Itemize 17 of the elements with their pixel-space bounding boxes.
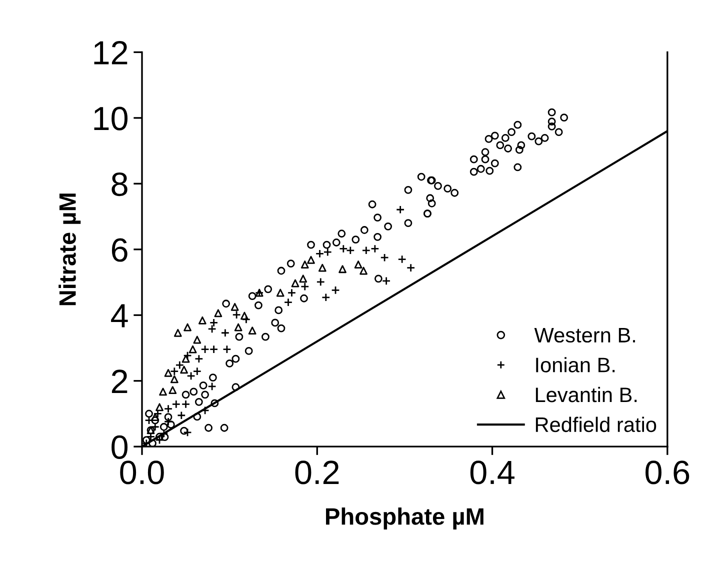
legend-label: Redfield ratio (536, 416, 656, 432)
legend-label: Western B. (534, 328, 636, 343)
legend-label: Levantin B. (536, 386, 637, 402)
legend-label: Ionian B. (536, 357, 615, 372)
y-axis-title: Nitrate µM (58, 194, 81, 306)
y-tick-label: 6 (112, 238, 128, 262)
x-tick-label: 0.0 (120, 460, 164, 484)
x-tick-label: 0.4 (470, 460, 514, 484)
y-tick-label: 12 (94, 41, 128, 64)
x-axis-title: Phosphate µM (326, 508, 484, 530)
y-tick-label: 2 (112, 370, 128, 393)
y-tick-label: 0 (112, 435, 128, 460)
x-tick-label: 0.2 (295, 460, 339, 484)
x-tick-label: 0.6 (646, 460, 690, 484)
y-tick-label: 8 (112, 172, 128, 196)
y-tick-label: 4 (111, 304, 128, 328)
y-tick-label: 10 (94, 106, 128, 130)
